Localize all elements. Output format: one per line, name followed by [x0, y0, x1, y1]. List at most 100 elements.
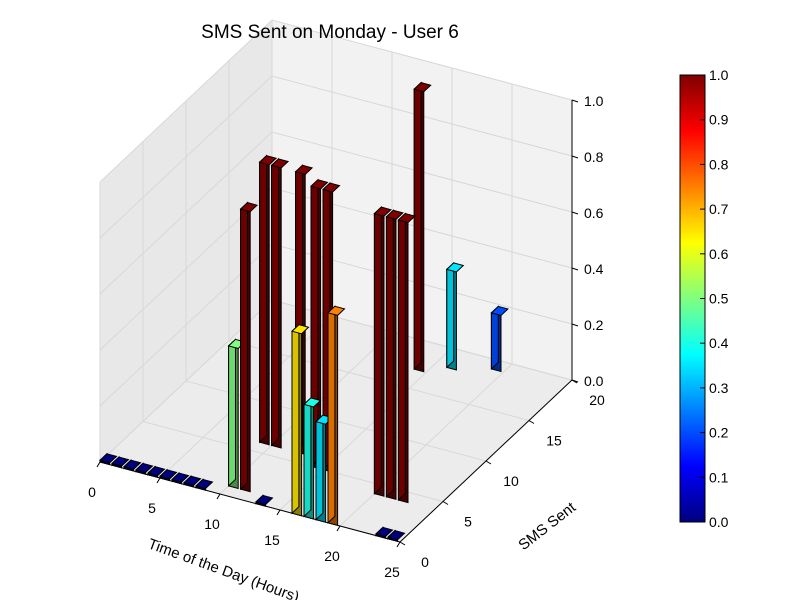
x-tick-label: 25	[384, 564, 400, 580]
y-tick-mark	[399, 541, 406, 546]
x-tick-mark	[96, 461, 101, 468]
bar	[490, 305, 509, 373]
bar-top-face	[445, 262, 465, 273]
bar-top-face	[490, 305, 509, 317]
bar	[183, 475, 202, 488]
grid-line	[99, 75, 573, 239]
bar	[327, 305, 346, 527]
colorbar-tick-label: 0.9	[709, 112, 729, 128]
bar-side-face	[259, 154, 267, 444]
grid-line	[99, 19, 573, 183]
bar-top-face	[171, 472, 190, 483]
z-tick-label: 0.8	[584, 149, 604, 165]
y-tick-mark	[485, 460, 492, 465]
z-tick-label: 0.2	[584, 317, 604, 333]
x-tick-mark	[276, 509, 281, 516]
bar	[303, 396, 322, 520]
bar-top-face	[135, 462, 154, 474]
x-tick-label: 5	[148, 500, 156, 516]
z-tick-mark	[571, 267, 579, 271]
bar-top-face	[258, 155, 278, 166]
bar-top-face	[123, 459, 142, 470]
bar-top-face	[310, 179, 329, 190]
bar-side-face	[240, 201, 248, 491]
colorbar: 0.0 0.1 0.2 0.3 0.4 0.5 0.6 0.7 0.8 0.9 1.0	[679, 67, 729, 530]
chart-title: SMS Sent on Monday - User 6	[201, 22, 459, 43]
z-tick-mark	[571, 155, 579, 159]
bar	[195, 478, 214, 491]
bar-side-face	[327, 305, 336, 524]
bar-top-face	[183, 475, 202, 486]
z-tick-label: 1.0	[584, 93, 604, 109]
z-tick-mark	[571, 323, 579, 327]
bar-top-face	[373, 206, 392, 217]
bar-top-face	[195, 478, 214, 490]
bar-top-face	[294, 164, 314, 175]
bar	[445, 261, 465, 371]
bar	[135, 462, 154, 475]
bar	[123, 459, 142, 472]
colorbar-tick-label: 0.7	[709, 201, 729, 217]
colorbar-tick-label: 0.3	[709, 380, 729, 396]
bar	[387, 529, 406, 543]
bar	[171, 471, 190, 485]
z-tick-label: 0.4	[584, 261, 604, 277]
y-tick-label: 10	[503, 473, 519, 489]
z-tick-label: 0.6	[584, 205, 604, 221]
bar-top-face	[111, 456, 130, 467]
grid-line	[99, 131, 573, 295]
z-tick-label: 0.0	[584, 373, 604, 389]
colorbar-tick-label: 0.2	[709, 425, 729, 441]
colorbar-tick-label: 0.8	[709, 156, 729, 172]
bar	[255, 494, 274, 507]
bar	[385, 209, 404, 501]
bar-top-face	[270, 158, 290, 169]
bar-side-face	[490, 305, 499, 371]
x-tick-label: 15	[264, 532, 280, 548]
bar-side-face	[271, 157, 279, 447]
bar-top-face	[385, 209, 404, 220]
bar-side-face	[446, 261, 455, 369]
colorbar-tick-label: 0.5	[709, 291, 729, 307]
x-tick-label: 0	[88, 484, 96, 500]
bar-side-face	[373, 205, 382, 495]
bar-side-face	[397, 212, 406, 502]
tick-labels: 0 5 10 15 20 25 0 5 10 15 20 0.0 0.2 0.4 0.6 0.8 1.0	[88, 93, 605, 580]
y-tick-mark	[442, 501, 449, 505]
bar-top-face	[99, 453, 118, 464]
bar-side-face	[228, 338, 236, 488]
bar-top-face	[147, 466, 166, 477]
colorbar-tick-label: 1.0	[709, 67, 729, 83]
bar-top-face	[255, 494, 274, 506]
x-tick-label: 20	[324, 548, 340, 564]
z-tick-mark	[571, 99, 579, 103]
bar	[111, 455, 130, 469]
bar	[147, 465, 166, 479]
bar-side-face	[413, 81, 422, 371]
bar-side-face	[291, 323, 300, 515]
z-tick-mark	[571, 211, 579, 215]
y-tick-label: 0	[421, 554, 429, 570]
bar-top-face	[375, 526, 394, 538]
y-axis-label: SMS Sent	[515, 498, 579, 553]
bar	[99, 452, 118, 466]
bar	[159, 468, 178, 482]
colorbar-tick-label: 0.1	[709, 469, 729, 485]
bar-top-face	[387, 530, 406, 541]
x-tick-mark	[336, 525, 341, 532]
bar	[270, 157, 290, 449]
bar-top-face	[397, 212, 416, 224]
y-tick-label: 5	[464, 514, 472, 530]
bar-top-face	[413, 82, 432, 93]
colorbar-tick-label: 0.4	[709, 335, 729, 351]
bar	[373, 205, 392, 497]
x-tick-mark	[396, 541, 401, 548]
bars-group	[99, 81, 509, 543]
y-tick-label: 15	[546, 433, 562, 449]
bar	[375, 526, 394, 539]
bar	[397, 212, 416, 504]
x-tick-label: 10	[204, 516, 220, 532]
colorbar-tick-label: 0.0	[709, 514, 729, 530]
x-tick-mark	[156, 477, 161, 484]
